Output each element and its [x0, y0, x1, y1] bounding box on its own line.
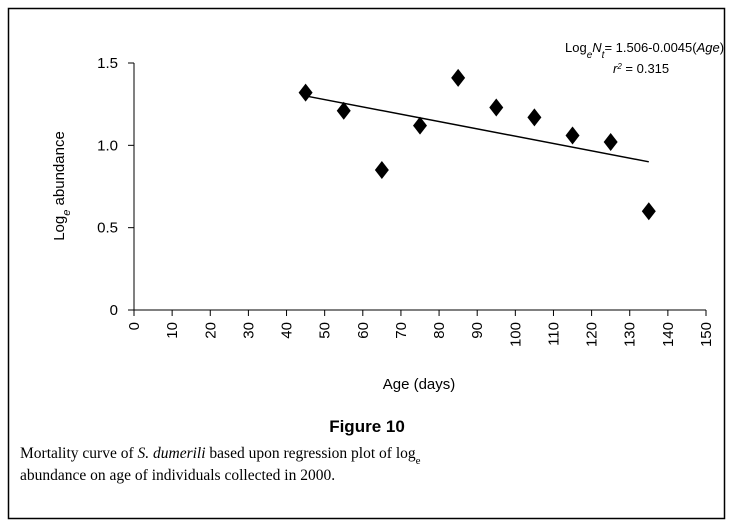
point: [641, 202, 656, 221]
eq-part: Log: [565, 40, 587, 55]
figure-label: Figure 10: [329, 417, 405, 436]
y-tick-label: 0.5: [97, 220, 118, 237]
x-axis-label: Age (days): [383, 376, 456, 393]
x-tick-label: 20: [202, 322, 219, 339]
caption-line: abundance on age of individuals collecte…: [20, 467, 335, 484]
eq-part: = 1.506-0.0045(: [604, 40, 697, 55]
point: [565, 126, 580, 145]
x-tick-label: 90: [469, 322, 486, 339]
point: [527, 108, 542, 127]
x-tick-label: 100: [507, 322, 524, 347]
y-axis-label: Loge abundance: [51, 131, 73, 241]
eq-part: Age: [696, 40, 720, 55]
x-tick-label: 150: [698, 322, 715, 347]
trendline: [305, 95, 649, 163]
y-tick-label: 1.5: [97, 55, 118, 72]
eq-part: N: [592, 40, 602, 55]
r2-part: r: [613, 61, 618, 76]
x-tick-label: 40: [279, 322, 296, 339]
point: [603, 133, 618, 152]
point: [451, 68, 466, 87]
r2-sup: 2: [616, 62, 622, 71]
eq-sub: e: [587, 50, 593, 61]
point: [374, 161, 389, 180]
caption-part: Mortality curve of: [20, 445, 138, 462]
r-squared: r2 = 0.315: [613, 61, 669, 76]
eq-sub: t: [602, 50, 606, 61]
x-tick-label: 120: [584, 322, 601, 347]
y-label-part: Log: [51, 216, 68, 241]
x-tick-label: 130: [622, 322, 639, 347]
equation: LogeNt= 1.506-0.0045(Age): [565, 40, 724, 61]
x-tick-label: 10: [164, 322, 181, 339]
y-tick-label: 1.0: [97, 137, 118, 154]
caption-part: S. dumerili: [138, 445, 206, 462]
point: [336, 101, 351, 120]
caption-line: Mortality curve of S. dumerili based upo…: [20, 445, 421, 467]
y-label-part: abundance: [51, 131, 68, 209]
x-tick-label: 60: [355, 322, 372, 339]
y-tick-label: 0: [110, 302, 118, 319]
x-tick-label: 110: [545, 322, 562, 346]
point: [413, 116, 427, 135]
x-tick-label: 80: [431, 322, 448, 339]
x-tick-label: 0: [126, 322, 143, 330]
x-tick-label: 70: [393, 322, 410, 339]
point: [298, 83, 313, 102]
r2-part: = 0.315: [622, 61, 669, 76]
x-tick-label: 50: [317, 322, 334, 339]
eq-part: ): [720, 40, 724, 55]
x-tick-label: 30: [240, 322, 257, 339]
point: [489, 98, 504, 117]
caption-part: based upon regression plot of log: [206, 445, 416, 462]
y-label-sub: e: [61, 210, 73, 216]
frame: [7, 7, 726, 520]
x-tick-label: 140: [660, 322, 677, 347]
caption-sub: e: [416, 455, 421, 467]
